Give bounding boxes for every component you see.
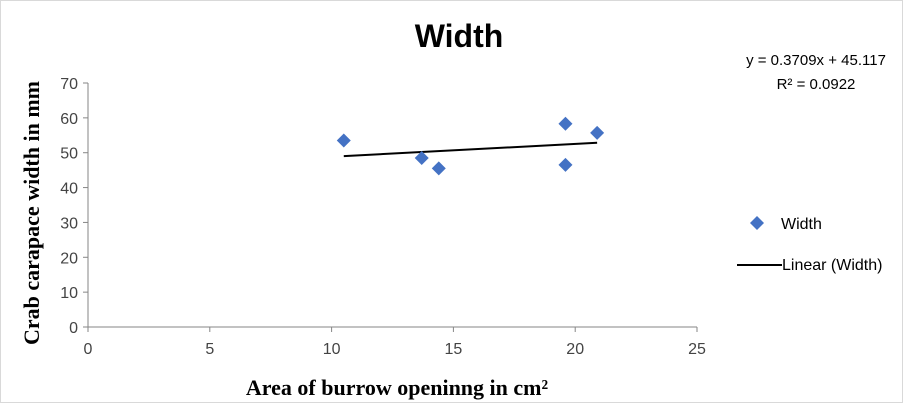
trendline	[343, 141, 598, 158]
x-tick-label: 20	[566, 341, 584, 358]
y-tick-label: 50	[60, 146, 78, 163]
y-tick-label: 20	[60, 250, 78, 267]
axes	[83, 82, 698, 332]
y-tick-label: 30	[60, 215, 78, 232]
y-tick-label: 40	[60, 181, 78, 198]
legend-marker-width	[750, 216, 764, 230]
legend: Width Linear (Width)	[737, 216, 882, 274]
x-axis-label: Area of burrow openinng in cm²	[246, 375, 549, 400]
data-point-diamond	[558, 116, 573, 131]
data-point-diamond	[336, 133, 351, 148]
trendline-equation: y = 0.3709x + 45.117	[746, 52, 886, 69]
data-point-diamond	[431, 161, 446, 176]
data-point-diamond	[414, 150, 429, 165]
y-tick-label: 10	[60, 285, 78, 302]
x-tick-label: 15	[445, 341, 463, 358]
y-tick-label: 0	[69, 320, 78, 337]
legend-label-width: Width	[781, 216, 822, 233]
tick-labels: 0 10 20 30 40 50 60 70 0 5 10 15 20 25	[60, 76, 706, 358]
y-tick-label: 60	[60, 111, 78, 128]
data-point-diamond	[558, 157, 573, 172]
data-points	[336, 116, 605, 176]
x-tick-label: 0	[84, 341, 93, 358]
data-point-diamond	[590, 125, 605, 140]
trendline-r-squared: R² = 0.0922	[777, 76, 856, 93]
chart-title: Width	[415, 18, 504, 54]
x-tick-label: 10	[323, 341, 341, 358]
y-axis-label: Crab carapace width in mm	[19, 81, 44, 345]
x-tick-label: 5	[205, 341, 214, 358]
y-tick-label: 70	[60, 76, 78, 93]
trendline-linear	[343, 141, 598, 158]
legend-label-linear: Linear (Width)	[782, 257, 882, 274]
x-tick-label: 25	[688, 341, 706, 358]
